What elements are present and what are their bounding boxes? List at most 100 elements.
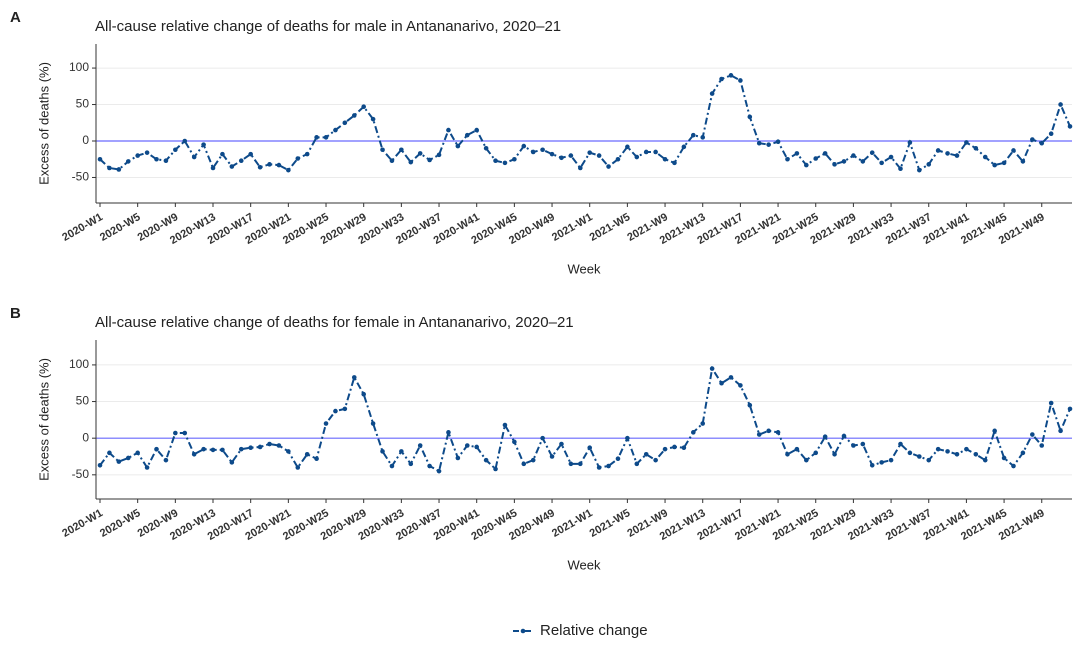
data-point (314, 456, 319, 462)
data-point (276, 443, 282, 448)
data-point (304, 151, 310, 157)
data-point (888, 154, 894, 160)
data-point (785, 156, 790, 162)
data-point (267, 441, 272, 447)
data-point (926, 162, 932, 167)
panel-label: B (10, 305, 21, 322)
data-point (229, 460, 235, 465)
data-point (662, 446, 668, 452)
data-point (408, 159, 414, 165)
data-point (851, 153, 856, 158)
data-point (455, 455, 461, 461)
x-tick-label: 2020-W5 (98, 507, 143, 540)
data-point (973, 145, 979, 151)
data-point (380, 449, 385, 454)
data-point (728, 375, 734, 380)
data-point (483, 457, 489, 463)
y-axis-label: Excess of deaths (%) (36, 358, 51, 481)
data-point (530, 457, 536, 463)
data-point (709, 366, 715, 371)
data-point (587, 445, 593, 451)
data-point (201, 142, 206, 147)
data-point (982, 457, 988, 463)
data-point (1067, 406, 1073, 412)
data-point (248, 445, 253, 451)
chart-title: All-cause relative change of deaths for … (95, 314, 574, 331)
data-point (295, 156, 301, 161)
data-point (879, 160, 884, 166)
data-point (370, 116, 376, 122)
data-point (625, 435, 630, 441)
data-point (1048, 400, 1054, 406)
data-point (832, 162, 837, 167)
data-point (107, 165, 112, 171)
data-point (917, 167, 922, 173)
data-point (577, 165, 583, 171)
data-point (775, 430, 781, 435)
data-point (248, 151, 253, 157)
data-point (201, 446, 206, 452)
data-point (634, 461, 640, 467)
data-point (474, 444, 479, 450)
data-point (502, 422, 508, 428)
data-point (822, 434, 828, 440)
data-point (766, 428, 771, 434)
data-point (813, 156, 819, 161)
x-axis-label: Week (568, 557, 601, 572)
data-point (643, 149, 649, 155)
data-point (125, 159, 131, 164)
data-point (370, 421, 376, 426)
data-point (333, 408, 338, 414)
y-tick-label: 50 (76, 394, 90, 408)
data-point (173, 430, 178, 436)
data-point (116, 459, 122, 464)
data-point (512, 439, 517, 445)
data-point (1030, 137, 1035, 142)
data-line (99, 365, 1071, 473)
data-point (238, 446, 244, 452)
data-point (568, 461, 574, 467)
y-tick-label: 0 (82, 430, 89, 444)
data-point (1058, 102, 1063, 107)
data-point (700, 421, 706, 426)
x-tick-label: 2020-W1 (60, 211, 105, 244)
data-point (728, 73, 734, 78)
data-point (1048, 131, 1054, 137)
data-point (351, 113, 357, 118)
data-point (144, 150, 150, 155)
data-point (229, 164, 235, 169)
data-point (493, 466, 498, 472)
data-point (615, 456, 621, 462)
data-point (766, 142, 771, 147)
data-point (399, 147, 404, 153)
data-point (719, 76, 724, 82)
data-point (154, 446, 159, 452)
data-point (455, 143, 461, 149)
data-point (512, 156, 517, 162)
data-point (964, 140, 969, 145)
data-point (521, 143, 527, 149)
data-point (1001, 455, 1007, 461)
data-point (907, 140, 913, 145)
y-tick-label: 0 (82, 133, 89, 147)
data-point (1039, 443, 1045, 448)
data-point (964, 446, 969, 452)
data-point (738, 383, 743, 388)
data-point (700, 135, 706, 140)
data-point (1001, 160, 1007, 166)
data-point (954, 153, 960, 158)
data-point (474, 127, 479, 133)
data-point (1058, 428, 1063, 434)
data-point (549, 454, 555, 459)
data-point (154, 156, 159, 162)
y-tick-label: -50 (72, 170, 90, 184)
data-point (898, 166, 903, 172)
data-point (399, 449, 404, 454)
data-point (97, 156, 103, 162)
data-point (286, 449, 291, 454)
data-point (606, 164, 611, 169)
chart-title: All-cause relative change of deaths for … (95, 18, 561, 35)
data-point (464, 132, 470, 138)
data-point (408, 461, 414, 467)
data-point (530, 149, 536, 155)
